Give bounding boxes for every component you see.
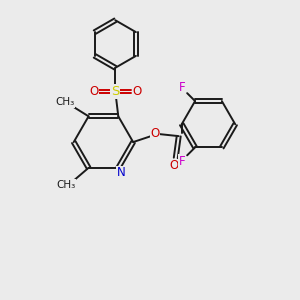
Text: O: O — [150, 127, 160, 140]
Text: CH₃: CH₃ — [56, 180, 75, 190]
Text: F: F — [179, 155, 185, 168]
Text: F: F — [179, 81, 185, 94]
Text: CH₃: CH₃ — [55, 98, 74, 107]
Text: O: O — [133, 85, 142, 98]
Text: N: N — [117, 166, 126, 179]
Text: O: O — [169, 159, 178, 172]
Text: S: S — [111, 85, 119, 98]
Text: O: O — [89, 85, 98, 98]
